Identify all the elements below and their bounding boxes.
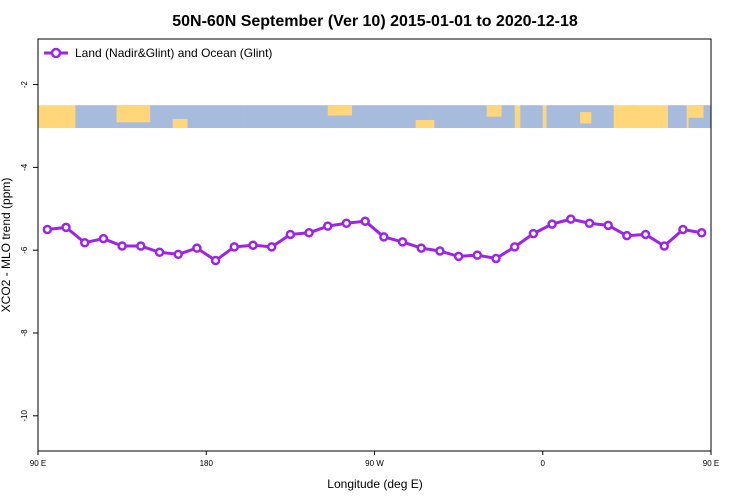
data-point xyxy=(61,222,71,233)
y-tick-label: -6 xyxy=(20,246,29,254)
y-tick-label: -4 xyxy=(20,163,29,171)
data-point xyxy=(379,232,389,242)
x-axis: 90 E 180 90 W 0 90 E xyxy=(30,451,719,468)
land-india-tip xyxy=(688,105,704,118)
data-point xyxy=(640,229,651,240)
x-tick-label: 90 E xyxy=(703,459,719,468)
data-point xyxy=(547,219,557,229)
ocean-caspian xyxy=(668,105,687,129)
data-point xyxy=(360,216,370,226)
y-tick-label: -2 xyxy=(20,80,29,88)
data-point xyxy=(453,251,464,262)
data-point xyxy=(173,249,183,260)
data-point xyxy=(323,221,333,231)
x-tick-label: 90 E xyxy=(30,459,46,468)
y-tick-label: -8 xyxy=(20,329,29,337)
data-point xyxy=(229,242,240,252)
x-tick-label: 90 W xyxy=(365,459,384,468)
data-point xyxy=(566,214,576,224)
land-italy xyxy=(580,112,592,124)
data-point xyxy=(210,255,221,266)
ocean-pacific-east xyxy=(243,105,431,129)
y-axis-label: XCO2 - MLO trend (ppm) xyxy=(0,178,13,313)
data-point xyxy=(603,220,613,231)
data-point xyxy=(304,228,314,238)
data-point xyxy=(509,242,520,252)
data-point xyxy=(472,250,483,260)
ocean-atlantic-east xyxy=(520,105,543,129)
data-point xyxy=(341,218,352,229)
data-point xyxy=(622,230,632,241)
data-point xyxy=(491,253,501,264)
data-point xyxy=(266,242,277,252)
legend-label: Land (Nadir&Glint) and Ocean (Glint) xyxy=(75,46,272,60)
ocean-atlantic-west xyxy=(430,105,515,129)
legend-marker-swatch xyxy=(50,47,62,59)
series-layer xyxy=(42,214,707,266)
data-point xyxy=(397,237,408,247)
x-tick-label: 180 xyxy=(200,459,214,468)
data-point xyxy=(42,224,53,235)
land-greenland-tip xyxy=(486,105,502,117)
data-point xyxy=(584,218,595,229)
data-point xyxy=(678,224,688,235)
data-point xyxy=(98,233,109,244)
y-tick-label: -10 xyxy=(20,409,29,421)
land-new-guinea xyxy=(172,118,188,129)
land-iberia-island xyxy=(626,105,637,119)
land-japan xyxy=(116,105,151,123)
x-tick-label: 0 xyxy=(541,459,546,468)
data-point xyxy=(79,237,90,248)
ocean-pacific-west xyxy=(75,105,244,129)
world-map-band xyxy=(38,105,711,129)
data-point xyxy=(285,229,296,240)
data-point xyxy=(117,241,127,251)
data-point xyxy=(192,243,202,253)
data-point xyxy=(696,228,707,238)
data-point xyxy=(659,241,670,251)
data-point xyxy=(528,228,539,239)
data-point xyxy=(248,240,258,250)
data-point xyxy=(416,243,426,253)
chart-title: 50N-60N September (Ver 10) 2015-01-01 to… xyxy=(172,13,578,30)
legend: Land (Nadir&Glint) and Ocean (Glint) xyxy=(44,46,272,60)
data-point xyxy=(154,247,165,257)
data-point xyxy=(435,246,445,256)
data-point xyxy=(136,241,146,251)
x-axis-label: Longitude (deg E) xyxy=(327,477,422,491)
land-cuba xyxy=(415,120,435,129)
land-alaska-coast xyxy=(327,105,353,116)
y-axis: -2 -4 -6 -8 -10 xyxy=(20,80,38,422)
